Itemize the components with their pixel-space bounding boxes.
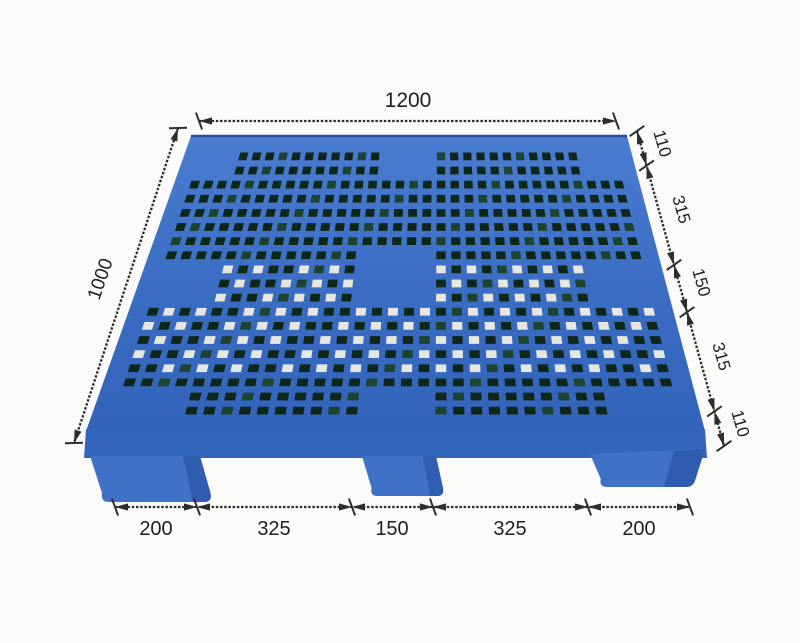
dim-label-right-seg-3: 150 xyxy=(688,266,714,299)
dim-label-right-seg-1: 110 xyxy=(649,128,675,159)
pallet-front-face xyxy=(84,429,707,458)
dimension-lines xyxy=(64,112,732,516)
dim-label-right-seg-5: 110 xyxy=(727,408,753,439)
dim-label-bottom-seg-4: 325 xyxy=(493,518,526,540)
dim-label-bottom-seg-3: 150 xyxy=(375,518,408,540)
pallet-feet xyxy=(90,449,705,502)
dim-label-bottom-seg-2: 325 xyxy=(257,518,290,540)
dim-label-left-depth: 1000 xyxy=(84,256,118,303)
deck-holes xyxy=(122,152,673,415)
dim-label-bottom-seg-1: 200 xyxy=(139,518,172,540)
pallet-graphic xyxy=(84,134,707,502)
dim-label-bottom-seg-5: 200 xyxy=(622,518,655,540)
deck-surface xyxy=(86,136,705,431)
dim-label-top-width: 1200 xyxy=(385,89,432,112)
dim-label-right-seg-4: 315 xyxy=(708,340,734,373)
dim-label-right-seg-2: 315 xyxy=(668,193,694,226)
